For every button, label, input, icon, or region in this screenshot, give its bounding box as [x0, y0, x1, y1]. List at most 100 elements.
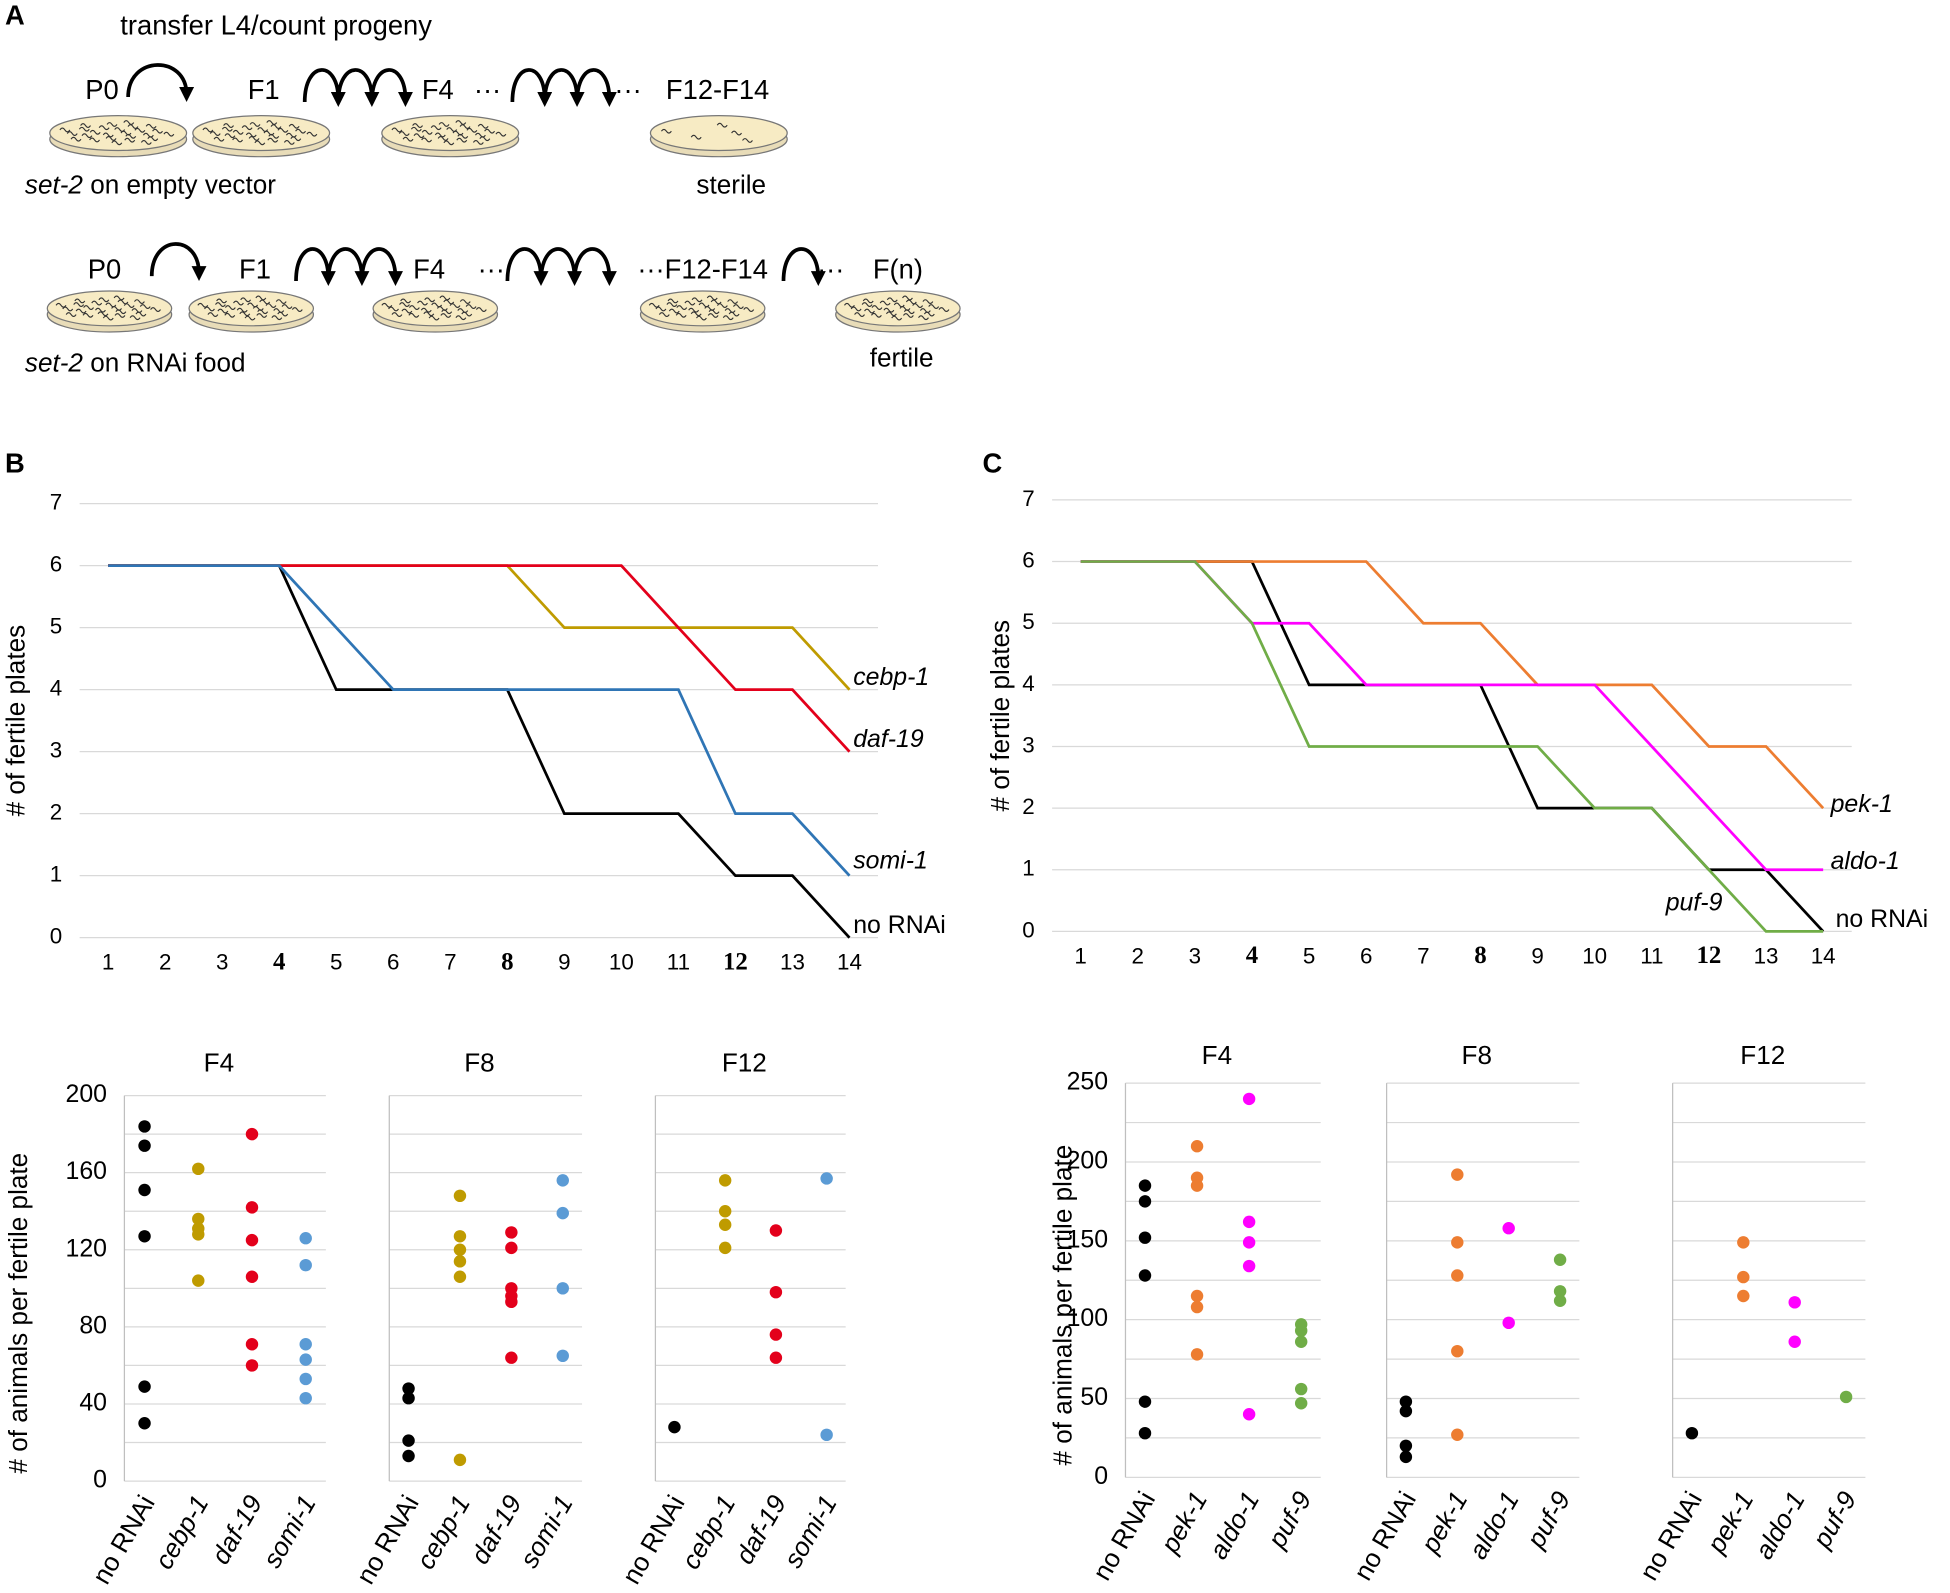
x-tick-label: 4 — [1246, 942, 1258, 969]
y-tick-label: 200 — [66, 1080, 107, 1108]
transfer-arrow — [336, 68, 380, 107]
worm — [727, 299, 739, 305]
worm — [55, 302, 67, 308]
transfer-arrow — [539, 247, 583, 287]
category-label: no RNAi — [1347, 1486, 1422, 1585]
y-tick-label: 7 — [50, 490, 62, 515]
worm — [78, 126, 90, 132]
worm — [710, 299, 722, 305]
worm — [131, 308, 143, 313]
x-tick-label: 9 — [1531, 943, 1543, 968]
data-point — [1502, 1221, 1515, 1235]
category-label: no RNAi — [86, 1490, 161, 1589]
series-label: cebp-1 — [853, 663, 929, 691]
worm — [885, 311, 897, 317]
worm — [843, 302, 855, 308]
y-axis-label: # of fertile plates — [985, 620, 1015, 812]
data-point — [299, 1258, 312, 1272]
category-label: no RNAi — [350, 1490, 425, 1589]
transfer-arrow — [572, 247, 617, 287]
worm — [244, 315, 256, 321]
worm — [236, 307, 248, 313]
x-tick-label: 13 — [1754, 943, 1779, 968]
series-line — [1080, 560, 1825, 810]
x-tick-label: 11 — [1640, 943, 1663, 968]
worm — [861, 302, 873, 307]
data-point — [1788, 1296, 1801, 1309]
x-tick-label: 5 — [1303, 943, 1315, 968]
worm — [224, 312, 236, 318]
worm — [660, 128, 672, 134]
data-point — [1451, 1344, 1464, 1358]
worm — [401, 308, 413, 314]
x-tick-label: 11 — [667, 950, 690, 975]
worm — [257, 127, 269, 133]
x-tick-label: 10 — [609, 950, 634, 975]
x-tick-label: 12 — [1696, 942, 1721, 969]
data-point — [1138, 1426, 1152, 1440]
worm — [102, 315, 114, 321]
worm — [733, 304, 744, 309]
data-point — [299, 1353, 312, 1366]
panel-letter: B — [5, 447, 25, 478]
worm — [233, 300, 244, 306]
data-point — [1737, 1270, 1750, 1284]
worm — [249, 122, 261, 127]
category-label: somi-1 — [514, 1490, 579, 1573]
data-point — [1138, 1231, 1152, 1244]
data-point — [453, 1453, 467, 1467]
worm — [870, 312, 882, 318]
data-point — [1451, 1236, 1464, 1249]
y-tick-label: 250 — [1067, 1068, 1108, 1096]
worm — [197, 302, 209, 308]
generation-label: ··· — [478, 253, 505, 284]
worm — [410, 126, 422, 132]
transfer-arrow — [126, 63, 195, 102]
worm — [281, 304, 293, 309]
worm — [123, 120, 135, 126]
plate — [381, 115, 520, 152]
worm — [428, 315, 440, 321]
y-tick-label: 5 — [1022, 609, 1034, 634]
worm — [430, 125, 442, 131]
x-tick-label: 6 — [387, 950, 399, 975]
worm — [82, 312, 94, 318]
data-point — [718, 1218, 732, 1231]
worm — [288, 123, 300, 129]
data-point — [505, 1226, 518, 1239]
worm — [105, 136, 117, 141]
worm — [273, 308, 285, 313]
worm — [408, 312, 420, 318]
plate — [639, 290, 766, 327]
worm — [708, 309, 720, 315]
series-label: somi-1 — [853, 847, 928, 875]
y-tick-label: 5 — [50, 614, 62, 639]
data-point — [453, 1189, 467, 1203]
worm — [256, 313, 268, 318]
worm — [65, 312, 77, 317]
data-point — [1737, 1236, 1750, 1249]
x-tick-label: 3 — [1189, 943, 1201, 968]
data-point — [1190, 1348, 1204, 1361]
worm — [232, 129, 244, 135]
worm — [465, 304, 477, 309]
x-tick-label: 14 — [1811, 943, 1836, 968]
x-tick-label: 13 — [780, 950, 805, 975]
data-point — [245, 1201, 259, 1214]
series-line — [108, 564, 851, 877]
x-tick-label: 10 — [1582, 943, 1607, 968]
category-label: no RNAi — [1633, 1486, 1708, 1585]
data-point — [505, 1241, 518, 1255]
subplot-title: F12 — [722, 1047, 767, 1077]
worm — [97, 311, 109, 317]
data-point — [138, 1380, 151, 1393]
generation-label: ··· — [474, 74, 501, 105]
plate — [46, 290, 173, 327]
data-point — [245, 1127, 259, 1141]
series-line — [1080, 560, 1824, 933]
y-tick-label: 4 — [50, 676, 62, 701]
worm — [431, 302, 443, 308]
transfer-arrow — [510, 68, 553, 107]
worm — [439, 295, 451, 301]
worm — [102, 132, 114, 138]
